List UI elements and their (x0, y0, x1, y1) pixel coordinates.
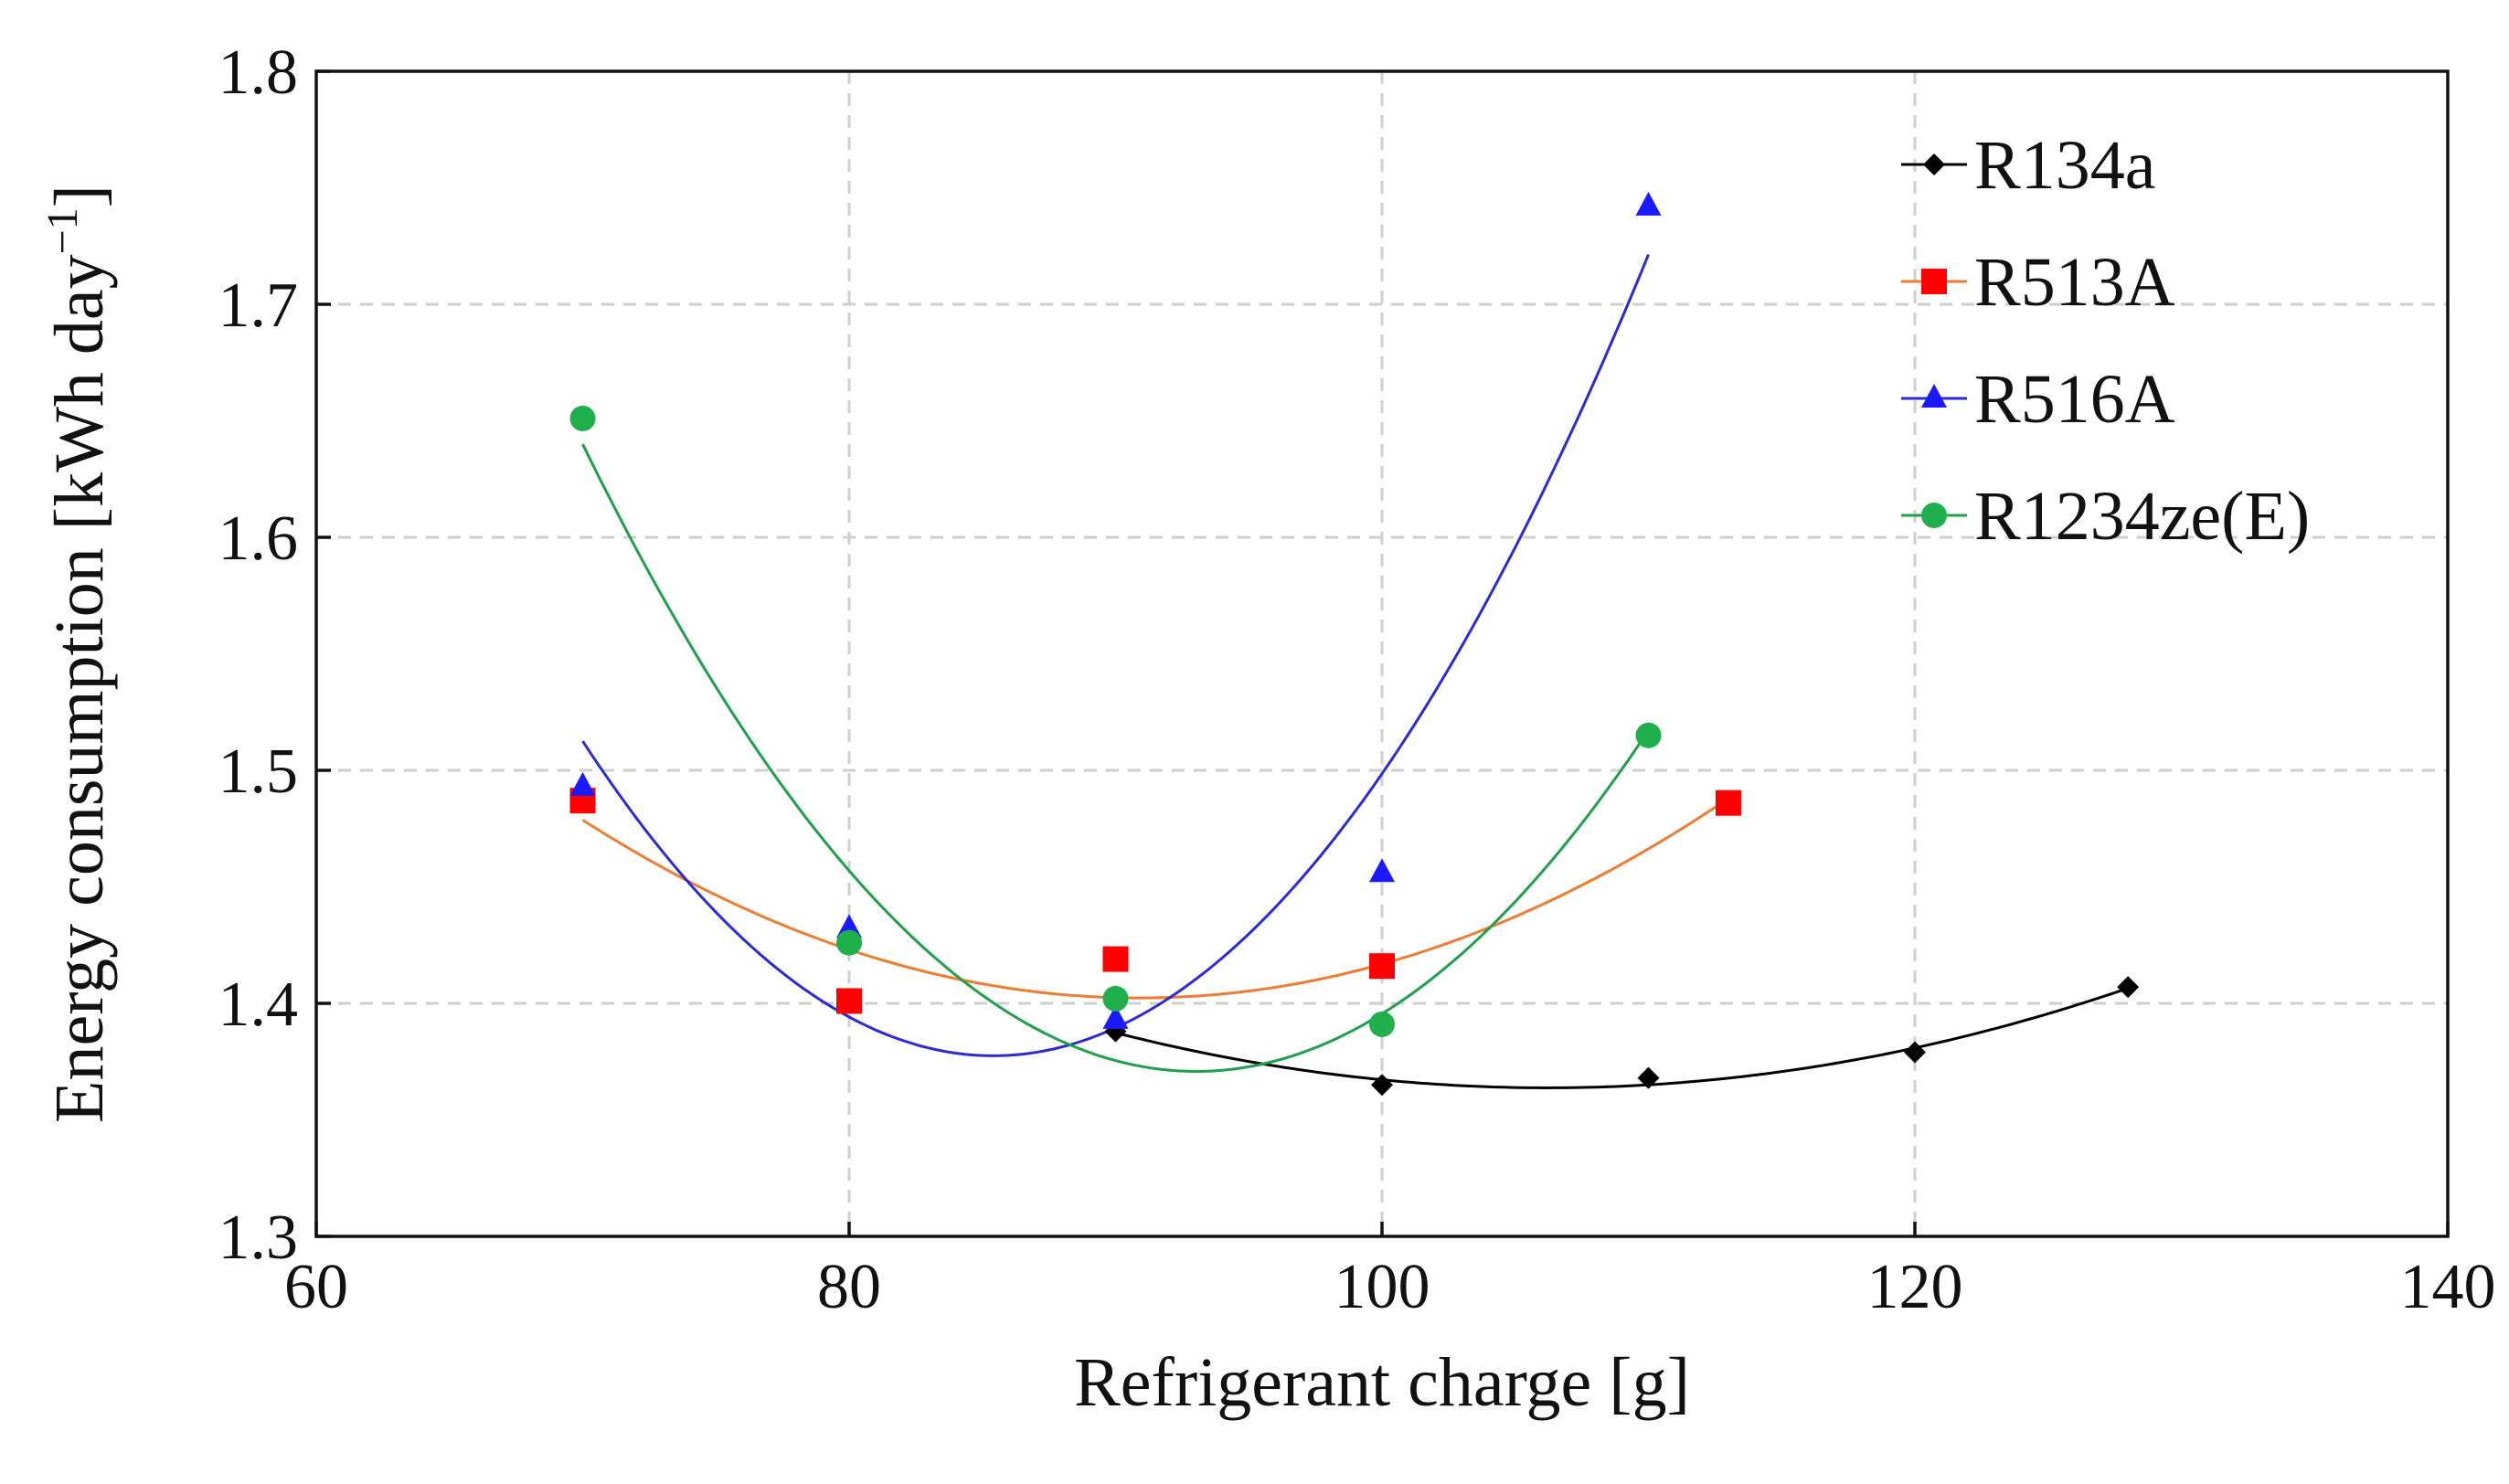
x-tick-label: 60 (284, 1252, 348, 1322)
y-axis-title-close: ] (41, 185, 118, 207)
trend-line-r513a (581, 797, 1729, 1000)
y-tick-label: 1.7 (218, 270, 299, 341)
legend-label-r1234ze-e: R1234ze(E) (1974, 478, 2310, 555)
legend-label-r134a: R134a (1974, 127, 2155, 204)
point-r134a (1637, 1066, 1660, 1089)
y-tick-label: 1.3 (218, 1203, 299, 1273)
x-tick-label: 140 (2400, 1252, 2496, 1322)
y-axis-title-superscript: −1 (38, 207, 87, 254)
point-r513a (1715, 790, 1741, 816)
point-r134a (2117, 976, 2140, 999)
legend-label-r516a: R516A (1974, 361, 2175, 438)
y-axis-title: Energy consumption [kWh day−1] (38, 185, 118, 1123)
legend-marker-r1234ze-e (1921, 503, 1947, 528)
y-tick-label: 1.8 (218, 37, 299, 108)
point-r1234ze-e (1635, 722, 1662, 748)
axis-ticks: 60 80 100 120 140 1.3 1.4 1.5 1.6 1.7 1.8 (218, 37, 2496, 1322)
trend-line-r1234ze-e (581, 443, 1650, 1074)
point-r513a (1102, 946, 1129, 972)
legend-marker-r516a (1921, 384, 1947, 408)
point-r1234ze-e (569, 405, 596, 431)
x-axis-title: Refrigerant charge [g] (1074, 1344, 1690, 1421)
trend-line-r134a (1115, 986, 2129, 1090)
point-r134a (1371, 1074, 1393, 1097)
point-r134a (1904, 1041, 1926, 1064)
point-r513a (1369, 953, 1395, 980)
x-tick-label: 80 (817, 1252, 881, 1322)
point-r516a (1635, 191, 1662, 216)
x-tick-label: 100 (1334, 1252, 1430, 1322)
y-tick-label: 1.6 (218, 504, 299, 574)
legend-marker-r513a (1921, 269, 1947, 294)
y-tick-label: 1.4 (218, 970, 299, 1040)
point-r516a (569, 771, 596, 796)
data-markers (569, 191, 2140, 1097)
trend-line-r516a (581, 254, 1650, 1057)
trend-curves (581, 254, 2129, 1090)
legend: R134a R513A R516A R1234ze(E) (1901, 127, 2310, 555)
point-r513a (836, 988, 862, 1014)
x-tick-label: 120 (1867, 1252, 1963, 1322)
grid-layer (316, 71, 2448, 1236)
point-r516a (1102, 1004, 1129, 1029)
point-r1234ze-e (1102, 985, 1129, 1012)
legend-label-r513a: R513A (1974, 244, 2175, 321)
point-r516a (1369, 858, 1395, 883)
legend-marker-r134a (1923, 154, 1945, 175)
point-r1234ze-e (836, 929, 862, 956)
y-tick-label: 1.5 (218, 737, 299, 807)
y-axis-title-main: Energy consumption [kWh day (41, 254, 118, 1123)
point-r1234ze-e (1369, 1011, 1395, 1037)
